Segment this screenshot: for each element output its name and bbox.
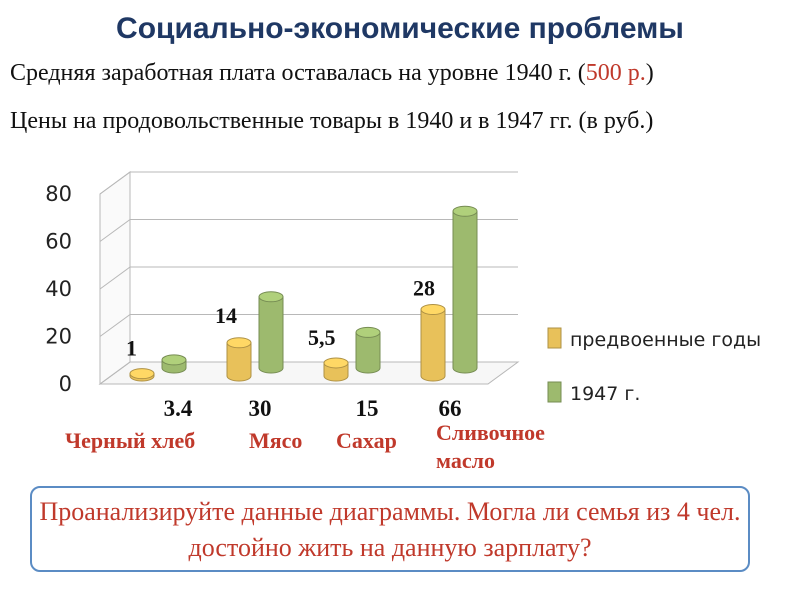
bar-1947-top	[258, 291, 284, 303]
category-label: масло	[436, 448, 495, 473]
gridline	[99, 219, 518, 242]
y-tick-label: 80	[45, 182, 72, 206]
bar-prewar-top	[323, 357, 349, 369]
bar-prewar	[226, 342, 252, 382]
y-tick-label: 0	[59, 372, 72, 396]
bar-1947	[355, 331, 381, 374]
bar-1947-top	[161, 354, 187, 366]
category-label: Сливочное	[436, 420, 545, 445]
value-1947-label: 30	[249, 396, 272, 421]
gridline	[99, 266, 518, 290]
bar-prewar	[420, 309, 446, 382]
prewar-value-label: 28	[413, 276, 435, 301]
category-label: Черный хлеб	[65, 428, 195, 453]
bar-1947-top	[452, 205, 478, 217]
gridline	[99, 171, 518, 195]
bar-prewar-top	[420, 304, 446, 315]
prewar-value-label: 14	[215, 303, 237, 328]
y-tick-label: 20	[45, 325, 72, 349]
salary-line: Средняя заработная плата оставалась на у…	[10, 60, 654, 87]
category-label: Сахар	[336, 428, 397, 453]
prices-line: Цены на продовольственные товары в 1940 …	[10, 108, 654, 134]
value-1947-label: 3.4	[164, 396, 193, 421]
bar-1947	[452, 210, 478, 374]
y-tick-label: 60	[45, 230, 72, 254]
page-title: Социально-экономические проблемы	[116, 12, 684, 45]
gridline	[99, 314, 518, 337]
salary-prefix: Средняя заработная плата оставалась на у…	[10, 60, 586, 86]
bar-1947-top	[355, 326, 381, 338]
question-box: Проанализируйте данные диаграммы. Могла …	[30, 486, 750, 572]
legend-swatch	[547, 327, 562, 349]
prewar-value-label: 5,5	[308, 325, 336, 350]
bar-prewar-top	[129, 368, 155, 380]
salary-suffix: )	[645, 60, 654, 86]
y-tick-label: 40	[45, 277, 72, 301]
gridline	[99, 361, 518, 385]
legend-swatch	[547, 381, 562, 403]
legend-label: предвоенные годы	[570, 329, 761, 351]
bar-1947	[258, 296, 284, 374]
category-label: Мясо	[249, 428, 302, 453]
value-1947-label: 66	[439, 396, 462, 421]
salary-value: 500 р.	[585, 60, 646, 86]
legend-label: 1947 г.	[570, 383, 640, 405]
bar-prewar-top	[226, 337, 252, 349]
value-1947-label: 15	[356, 396, 379, 421]
prewar-value-label: 1	[126, 336, 137, 361]
